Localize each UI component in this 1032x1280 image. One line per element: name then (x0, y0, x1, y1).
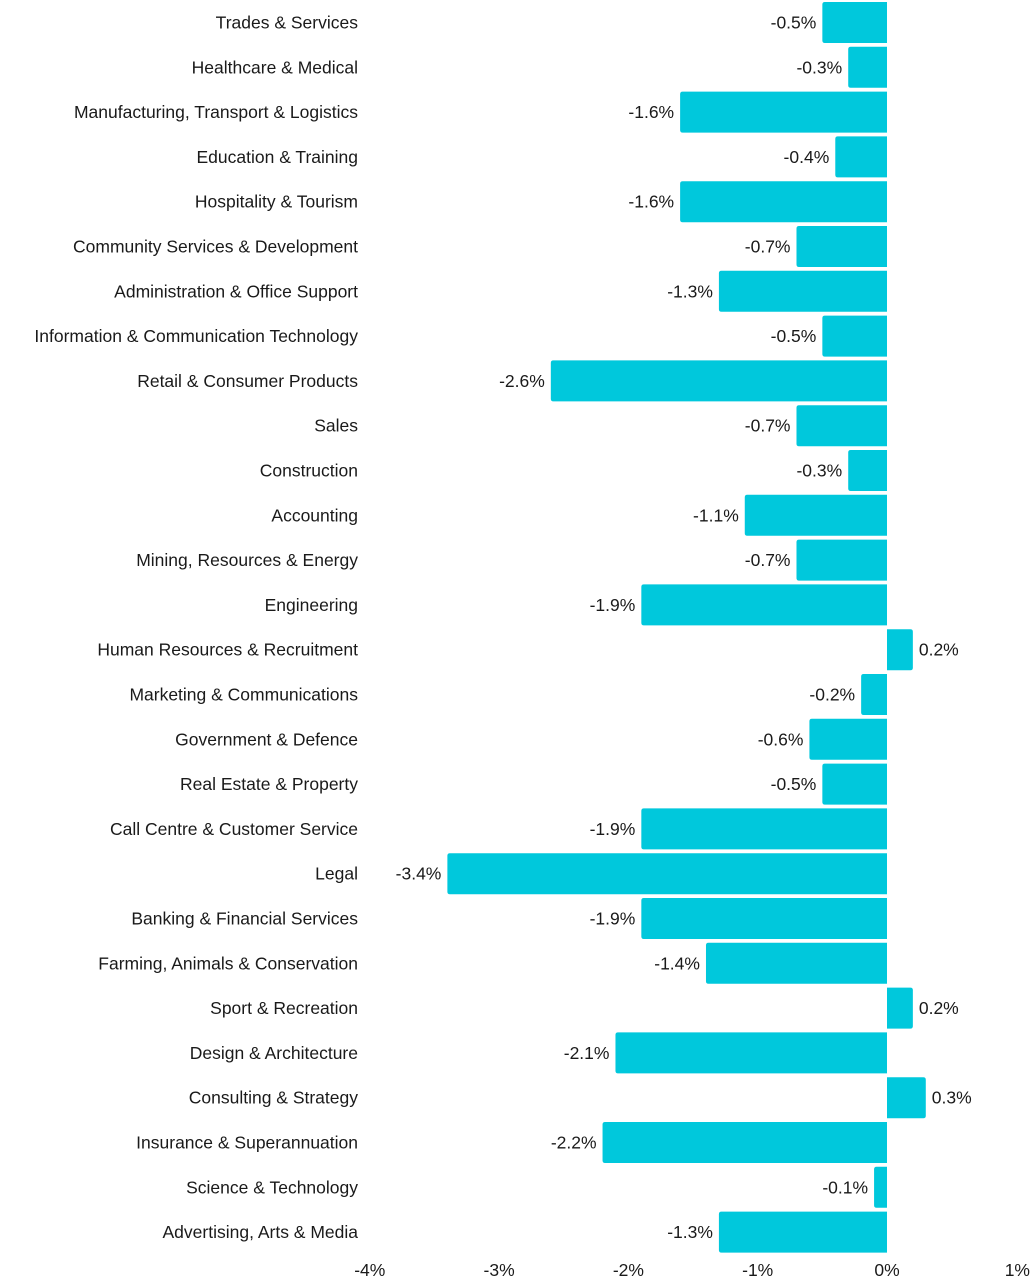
value-labels-group: -0.5% -0.3% -1.6% -0.4% -1.6% -0.7% -1.3% -0.5%… (396, 13, 972, 1243)
category-label: Accounting (271, 505, 358, 525)
bar (887, 1077, 926, 1119)
bar (641, 898, 887, 939)
value-label: 0.2% (919, 640, 959, 660)
value-label: -1.6% (628, 102, 674, 122)
bar (848, 450, 887, 491)
value-label: -0.5% (771, 774, 817, 794)
bar (796, 405, 887, 447)
value-label: -1.3% (667, 1222, 713, 1242)
value-label: -0.5% (771, 13, 817, 33)
bar (550, 360, 887, 402)
category-label: Marketing & Communications (129, 685, 358, 705)
value-label: -0.1% (822, 1177, 868, 1197)
category-labels-group: Trades & Services Healthcare & Medical Man… (34, 13, 358, 1243)
category-label: Government & Defence (175, 729, 358, 749)
category-label: Sport & Recreation (210, 998, 358, 1018)
value-label: -3.4% (396, 864, 442, 884)
value-label: -1.1% (693, 505, 739, 525)
bar (822, 763, 887, 805)
bar (796, 539, 887, 581)
value-label: -1.9% (590, 595, 636, 615)
bar (822, 315, 887, 357)
value-label: 0.3% (932, 1088, 972, 1108)
bar (602, 1122, 887, 1163)
bar (835, 136, 887, 178)
value-label: -2.1% (564, 1043, 610, 1063)
bars-group (447, 2, 926, 1253)
bar (744, 494, 887, 536)
category-label: Hospitality & Tourism (195, 192, 358, 212)
x-axis-ticks-group: -4% -3% -2% -1% 0% 1% (354, 1260, 1030, 1280)
category-label: Legal (315, 864, 358, 884)
category-label: Healthcare & Medical (192, 57, 358, 77)
bar (705, 942, 887, 984)
value-label: -1.6% (628, 192, 674, 212)
category-label: Retail & Consumer Products (137, 371, 358, 391)
value-label: -1.4% (654, 953, 700, 973)
bar (680, 91, 887, 133)
category-label: Trades & Services (216, 13, 359, 33)
bar (861, 674, 887, 715)
category-label: Engineering (265, 595, 358, 615)
value-label: -0.3% (796, 57, 842, 77)
category-label: Human Resources & Recruitment (97, 640, 358, 660)
category-label: Insurance & Superannuation (136, 1133, 358, 1153)
value-label: -0.6% (758, 729, 804, 749)
category-label: Information & Communication Technology (34, 326, 358, 346)
bar (718, 1211, 887, 1253)
category-label: Education & Training (197, 147, 359, 167)
value-label: -0.3% (796, 461, 842, 481)
category-label: Consulting & Strategy (189, 1088, 359, 1108)
category-label: Science & Technology (186, 1177, 358, 1197)
category-label: Real Estate & Property (180, 774, 358, 794)
category-label: Banking & Financial Services (131, 909, 358, 929)
bar (615, 1032, 887, 1074)
category-label: Mining, Resources & Energy (136, 550, 358, 570)
x-tick-label: -4% (354, 1260, 385, 1280)
category-label: Manufacturing, Transport & Logistics (74, 102, 358, 122)
bar (447, 853, 887, 895)
value-label: -1.9% (590, 819, 636, 839)
x-tick-label: -3% (484, 1260, 515, 1280)
bar (887, 987, 913, 1029)
value-label: -2.2% (551, 1133, 597, 1153)
bar (848, 46, 887, 88)
value-label: -0.4% (784, 147, 830, 167)
x-tick-label: 1% (1005, 1260, 1030, 1280)
category-label: Construction (260, 461, 358, 481)
x-tick-label: 0% (874, 1260, 899, 1280)
category-label: Sales (314, 416, 358, 436)
category-label: Farming, Animals & Conservation (98, 953, 358, 973)
bar (641, 808, 887, 850)
value-label: 0.2% (919, 998, 959, 1018)
value-label: -1.9% (590, 909, 636, 929)
value-label: -0.7% (745, 550, 791, 570)
value-label: -0.7% (745, 416, 791, 436)
value-label: -2.6% (499, 371, 545, 391)
value-label: -1.3% (667, 281, 713, 301)
bar (796, 226, 887, 267)
bar (809, 718, 887, 760)
category-label: Design & Architecture (190, 1043, 358, 1063)
bar (887, 629, 913, 671)
category-label: Community Services & Development (73, 237, 358, 257)
bar (822, 2, 887, 43)
bar (641, 584, 887, 626)
bar (874, 1166, 887, 1208)
bar (718, 270, 887, 312)
value-label: -0.7% (745, 237, 791, 257)
x-tick-label: -1% (742, 1260, 773, 1280)
category-label: Advertising, Arts & Media (163, 1222, 359, 1242)
x-tick-label: -2% (613, 1260, 644, 1280)
value-label: -0.5% (771, 326, 817, 346)
bar (680, 181, 887, 223)
value-label: -0.2% (809, 685, 855, 705)
category-label: Call Centre & Customer Service (110, 819, 358, 839)
category-label: Administration & Office Support (114, 281, 358, 301)
